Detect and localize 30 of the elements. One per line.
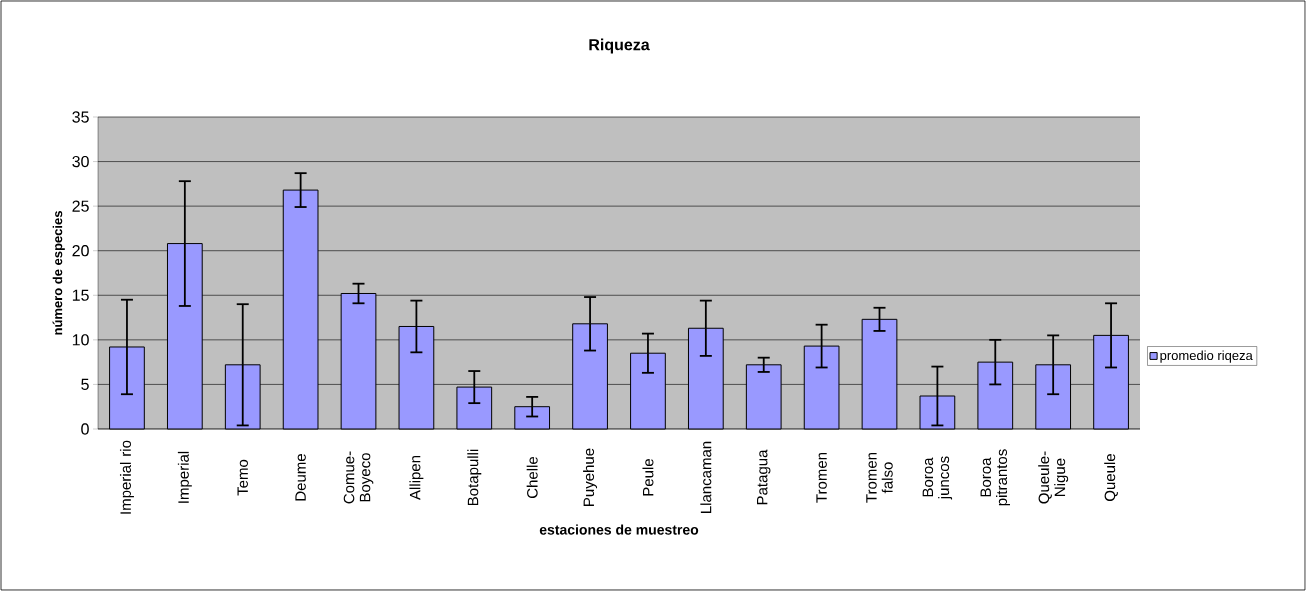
x-tick-label: Puyehue [583,448,598,506]
x-tick-label: Temo [237,459,248,496]
x-tick-label: Deume [295,454,306,501]
chart-title: Riqueza [589,38,650,54]
y-tick-label: 15 [72,289,89,301]
x-tick-label: Queule-Nigue [1038,451,1069,504]
y-tick-label: 20 [72,245,89,257]
x-tick-label: Patagua [757,449,771,505]
x-tick-label: Llancaman [700,441,712,513]
y-tick-label: 5 [81,378,89,390]
x-tick-label: Peule [642,459,654,496]
x-tick-label: Comue-Boyeco [343,451,374,504]
x-axis-title: estaciones de muestreo [539,524,699,535]
x-tick-label: Botapulli [467,449,482,506]
x-tick-label: Boroa juncos [922,456,953,500]
legend-label: promedio riqeza [1160,350,1253,363]
x-tick-label: Chelle [526,456,538,499]
x-tick-label: Tromen falso [866,452,893,503]
y-tick-label: 25 [72,200,89,212]
y-tick-label: 35 [72,111,89,123]
x-tick-label: Boroa pitrantos [980,449,1010,506]
y-tick-label: 30 [72,155,89,168]
x-tick-label: Imperial [177,451,192,503]
y-tick-label: 0 [81,423,89,435]
x-tick-label: Imperial rio [119,440,134,514]
x-tick-label: Allipen [409,455,424,500]
x-tick-label: Tromen [816,452,827,503]
y-axis-title: número de especies [52,211,65,335]
y-tick-label: 10 [72,334,89,346]
x-tick-label: Queule [1104,454,1118,501]
